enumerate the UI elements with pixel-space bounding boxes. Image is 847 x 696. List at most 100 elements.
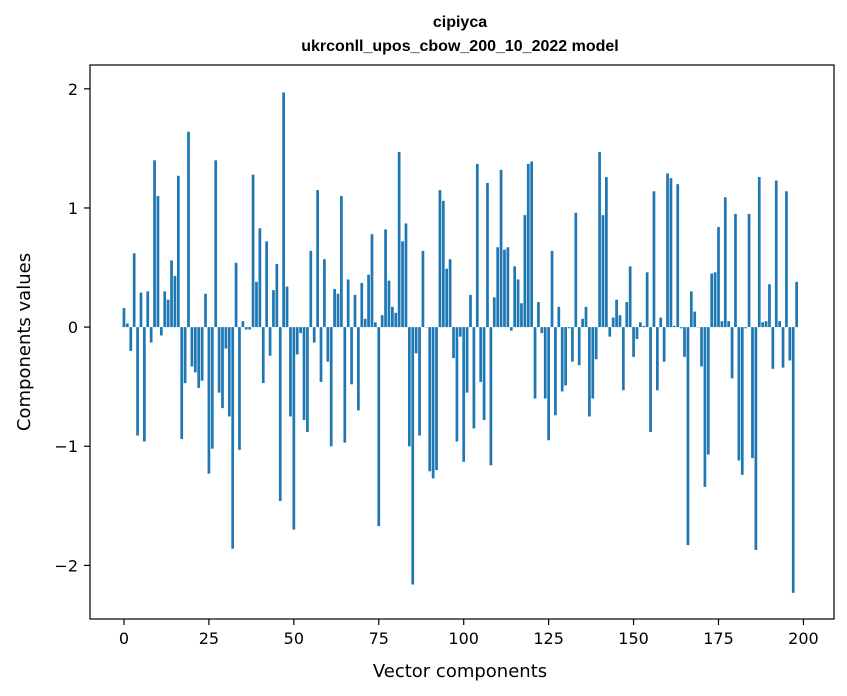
bar-137 bbox=[588, 327, 591, 417]
bar-59 bbox=[323, 259, 326, 328]
bar-148 bbox=[625, 302, 629, 328]
bar-19 bbox=[187, 131, 190, 328]
bar-101 bbox=[465, 327, 469, 393]
bar-93 bbox=[438, 190, 442, 328]
bar-16 bbox=[176, 175, 180, 328]
bar-179 bbox=[730, 327, 734, 379]
bar-49 bbox=[289, 327, 292, 417]
bar-30 bbox=[224, 327, 228, 349]
y-axis-ticks: −2 −1 0 1 2 bbox=[54, 80, 90, 575]
bar-118 bbox=[523, 215, 527, 328]
bar-52 bbox=[299, 327, 302, 334]
bar-131 bbox=[567, 327, 571, 329]
bar-74 bbox=[374, 322, 377, 328]
bar-150 bbox=[632, 327, 635, 357]
bar-81 bbox=[397, 151, 401, 328]
bar-83 bbox=[404, 223, 408, 328]
bar-135 bbox=[581, 318, 584, 328]
bar-154 bbox=[645, 272, 649, 328]
bar-1 bbox=[126, 323, 129, 328]
bar-14 bbox=[170, 260, 173, 328]
bar-43 bbox=[268, 327, 272, 356]
bar-195 bbox=[785, 191, 788, 328]
bar-79 bbox=[391, 306, 394, 328]
bar-140 bbox=[598, 151, 601, 328]
x-tick-label: 25 bbox=[199, 629, 219, 648]
bar-170 bbox=[700, 327, 703, 367]
bar-104 bbox=[475, 163, 479, 328]
bar-51 bbox=[295, 327, 299, 355]
bar-96 bbox=[448, 259, 452, 328]
bar-167 bbox=[689, 291, 693, 328]
bar-91 bbox=[431, 327, 435, 479]
bar-143 bbox=[608, 327, 612, 337]
bar-9 bbox=[153, 160, 156, 328]
bar-124 bbox=[543, 327, 547, 399]
bar-33 bbox=[234, 262, 238, 328]
bar-194 bbox=[781, 327, 785, 368]
bar-162 bbox=[672, 325, 676, 328]
bar-12 bbox=[163, 291, 167, 328]
bar-109 bbox=[492, 297, 496, 328]
bar-133 bbox=[574, 212, 578, 328]
y-tick-label: 2 bbox=[68, 80, 78, 99]
bar-90 bbox=[428, 327, 432, 472]
bar-2 bbox=[129, 327, 133, 351]
bar-184 bbox=[747, 213, 751, 328]
bar-178 bbox=[727, 321, 731, 328]
bar-129 bbox=[560, 327, 564, 392]
bar-146 bbox=[618, 315, 622, 328]
x-tick-label: 50 bbox=[284, 629, 304, 648]
bar-102 bbox=[469, 294, 472, 328]
x-tick-label: 75 bbox=[369, 629, 389, 648]
bar-128 bbox=[557, 306, 561, 328]
bar-0 bbox=[122, 308, 126, 328]
bar-126 bbox=[550, 250, 554, 328]
bar-103 bbox=[472, 327, 476, 429]
bar-119 bbox=[526, 163, 530, 328]
bar-71 bbox=[363, 318, 367, 328]
bar-73 bbox=[370, 234, 374, 328]
bar-80 bbox=[394, 312, 398, 328]
bar-163 bbox=[676, 184, 680, 328]
bar-62 bbox=[333, 288, 336, 328]
bar-192 bbox=[774, 180, 778, 328]
bar-100 bbox=[462, 327, 466, 462]
chart-title: cipiyca bbox=[433, 14, 487, 31]
bar-88 bbox=[421, 250, 425, 328]
bar-191 bbox=[771, 327, 775, 369]
bar-50 bbox=[292, 327, 296, 530]
bar-58 bbox=[319, 327, 323, 382]
bar-115 bbox=[513, 266, 517, 328]
y-axis-label: Components values bbox=[14, 253, 35, 431]
bar-172 bbox=[706, 327, 710, 455]
bar-24 bbox=[204, 293, 207, 328]
bar-183 bbox=[744, 327, 748, 329]
bar-198 bbox=[795, 281, 798, 328]
bar-57 bbox=[316, 190, 319, 328]
bar-113 bbox=[506, 247, 510, 328]
bar-165 bbox=[683, 327, 686, 357]
bar-56 bbox=[312, 327, 316, 343]
bar-110 bbox=[496, 247, 500, 328]
bar-92 bbox=[435, 327, 438, 471]
bar-152 bbox=[639, 322, 642, 328]
bar-61 bbox=[329, 327, 333, 447]
bar-48 bbox=[285, 286, 289, 328]
bar-46 bbox=[278, 327, 282, 502]
bar-63 bbox=[336, 293, 340, 328]
bar-18 bbox=[183, 327, 187, 384]
bar-136 bbox=[584, 306, 588, 328]
bar-60 bbox=[326, 327, 330, 362]
bar-32 bbox=[231, 327, 235, 549]
bar-72 bbox=[367, 274, 370, 328]
bar-70 bbox=[360, 283, 364, 328]
bar-31 bbox=[227, 327, 231, 417]
bar-151 bbox=[635, 327, 639, 340]
bar-106 bbox=[482, 327, 486, 421]
bar-98 bbox=[455, 327, 459, 442]
x-tick-label: 0 bbox=[119, 629, 129, 648]
bar-47 bbox=[282, 92, 285, 328]
bar-42 bbox=[265, 241, 269, 328]
